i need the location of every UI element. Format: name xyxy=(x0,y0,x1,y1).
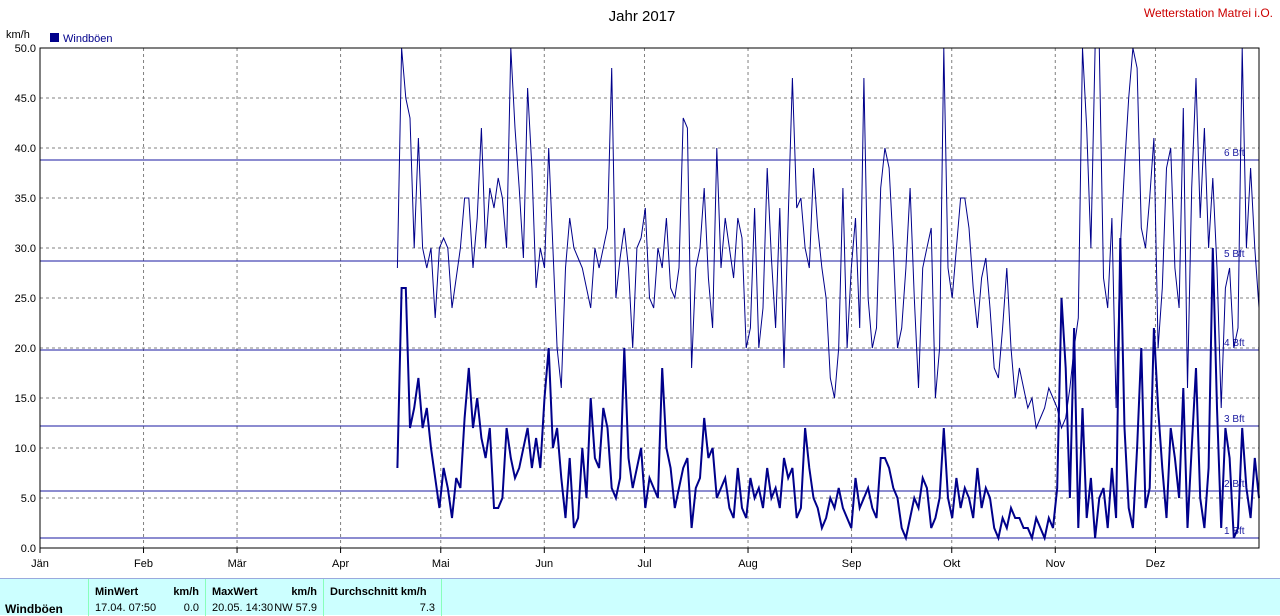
min-header: MinWert xyxy=(95,586,139,598)
min-value: 0.0 xyxy=(183,602,199,614)
x-tick-label: Jul xyxy=(637,558,651,570)
wind-gust-chart: Jahr 2017 Wetterstation Matrei i.O. km/h… xyxy=(6,6,1273,570)
y-tick-labels: 0.0 5.0 10.0 15.0 20.0 25.0 30.0 35.0 40.0 45.0 50… xyxy=(15,43,36,555)
min-cell: MinWert km/h 17.04. 07:50 0.0 xyxy=(88,579,206,616)
beaufort-label: 3 Bft xyxy=(1224,414,1245,425)
x-tick-label: Nov xyxy=(1045,558,1065,570)
legend-label: Windböen xyxy=(63,33,113,45)
x-tick-label: Mai xyxy=(432,558,450,570)
x-tick-label: Feb xyxy=(134,558,153,570)
y-tick-label: 0.0 xyxy=(21,543,36,555)
x-tick-label: Okt xyxy=(943,558,960,570)
x-tick-label: Apr xyxy=(332,558,349,570)
y-tick-label: 25.0 xyxy=(15,293,36,305)
max-value: NW 57.9 xyxy=(274,602,317,614)
x-tick-label: Mär xyxy=(228,558,247,570)
max-time: 20.05. 14:30 xyxy=(212,602,274,614)
max-gust-line xyxy=(396,47,1260,430)
beaufort-label: 5 Bft xyxy=(1224,249,1245,260)
mean-gust-line xyxy=(396,237,1260,542)
x-tick-label: Sep xyxy=(842,558,862,570)
beaufort-label: 2 Bft xyxy=(1224,479,1245,490)
y-tick-label: 50.0 xyxy=(15,43,36,55)
x-tick-label: Jän xyxy=(31,558,49,570)
x-tick-labels: Jän Feb Mär Apr Mai Jun Jul Aug Sep Okt Nov Dez xyxy=(31,548,1165,570)
max-unit: km/h xyxy=(291,586,317,598)
x-tick-label: Jun xyxy=(535,558,553,570)
y-tick-label: 40.0 xyxy=(15,143,36,155)
statistics-bar: Windböen MinWert km/h 17.04. 07:50 0.0 M… xyxy=(0,578,1280,616)
grid xyxy=(40,48,1259,548)
plot-frame xyxy=(39,47,1260,549)
station-name: Wetterstation Matrei i.O. xyxy=(1144,6,1273,20)
y-tick-label: 45.0 xyxy=(15,93,36,105)
y-tick-label: 15.0 xyxy=(15,393,36,405)
y-tick-label: 30.0 xyxy=(15,243,36,255)
max-cell: MaxWert km/h 20.05. 14:30 NW 57.9 xyxy=(206,579,324,616)
y-tick-label: 5.0 xyxy=(21,493,36,505)
min-unit: km/h xyxy=(173,586,199,598)
y-tick-label: 35.0 xyxy=(15,193,36,205)
x-tick-label: Aug xyxy=(738,558,758,570)
min-time: 17.04. 07:50 xyxy=(95,602,157,614)
legend-swatch xyxy=(50,33,59,42)
beaufort-label: 6 Bft xyxy=(1224,148,1245,159)
avg-cell: Durchschnitt km/h 7.3 xyxy=(324,579,442,616)
y-tick-label: 10.0 xyxy=(15,443,36,455)
avg-value: 7.3 xyxy=(419,602,435,614)
max-header: MaxWert xyxy=(212,586,258,598)
y-tick-label: 20.0 xyxy=(15,343,36,355)
stats-row-label: Windböen xyxy=(5,602,63,616)
x-tick-label: Dez xyxy=(1146,558,1166,570)
chart-title: Jahr 2017 xyxy=(609,8,676,25)
chart-area: Jahr 2017 Wetterstation Matrei i.O. km/h… xyxy=(6,6,1273,570)
avg-header: Durchschnitt km/h xyxy=(330,586,427,598)
y-axis-unit: km/h xyxy=(6,29,30,41)
